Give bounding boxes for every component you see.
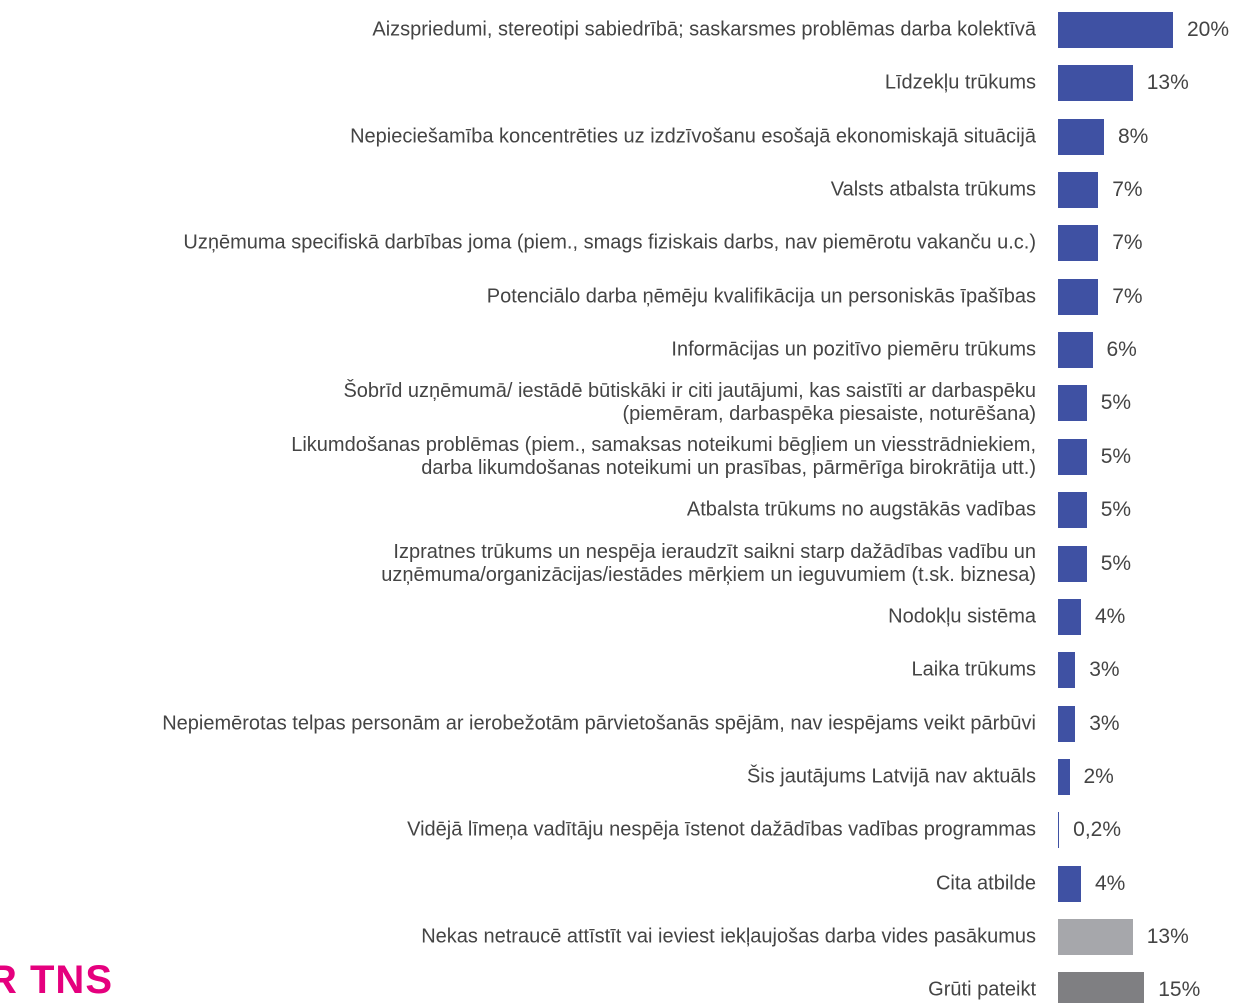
value-label: 15% xyxy=(1158,978,1201,1002)
bar xyxy=(1058,972,1145,1003)
value-label: 5% xyxy=(1100,391,1132,415)
value-label: 5% xyxy=(1100,551,1132,575)
bar xyxy=(1058,918,1133,955)
bar xyxy=(1058,332,1093,369)
category-label: Informācijas un pozitīvo piemēru trūkums xyxy=(671,338,1036,361)
category-label: Šobrīd uzņēmumā/ iestādē būtiskāki ir ci… xyxy=(343,380,1036,426)
value-label: 7% xyxy=(1112,178,1143,202)
bar xyxy=(1058,65,1133,102)
category-label: Nekas netraucē attīstīt vai ieviest iekļ… xyxy=(421,925,1036,948)
category-label: Potenciālo darba ņēmēju kvalifikācija un… xyxy=(486,285,1036,308)
bar xyxy=(1058,598,1081,635)
category-label: Šis jautājums Latvijā nav aktuāls xyxy=(746,765,1036,788)
value-label: 6% xyxy=(1106,338,1137,362)
value-label: 13% xyxy=(1146,924,1189,948)
bar xyxy=(1058,225,1099,262)
category-label: Līdzekļu trūkums xyxy=(884,71,1036,94)
value-label: 7% xyxy=(1112,231,1143,255)
category-label: Nodokļu sistēma xyxy=(888,605,1036,628)
value-label: 5% xyxy=(1100,444,1132,468)
value-label: 0,2% xyxy=(1073,818,1122,842)
value-label: 5% xyxy=(1100,498,1132,522)
category-label: Valsts atbalsta trūkums xyxy=(830,178,1036,201)
category-label: Cita atbilde xyxy=(935,872,1036,895)
bar xyxy=(1058,385,1087,422)
value-label: 20% xyxy=(1187,18,1230,41)
value-label: 4% xyxy=(1095,871,1126,895)
bar xyxy=(1058,438,1087,475)
bar xyxy=(1058,118,1104,155)
category-label: Grūti pateikt xyxy=(928,978,1036,1001)
bar xyxy=(1058,172,1099,209)
category-label: Laika trūkums xyxy=(911,658,1037,681)
category-label: Uzņēmuma specifiskā darbības joma (piem.… xyxy=(183,231,1036,254)
value-label: 7% xyxy=(1112,284,1143,308)
value-label: 3% xyxy=(1089,711,1120,735)
category-label: Aizspriedumi, stereotipi sabiedrībā; sas… xyxy=(372,18,1036,41)
bar xyxy=(1058,545,1087,582)
category-label: Likumdošanas problēmas (piem., samaksas … xyxy=(291,433,1036,479)
value-label: 3% xyxy=(1089,658,1120,682)
bar xyxy=(1058,278,1099,315)
bar xyxy=(1058,492,1087,529)
category-label: Izpratnes trūkums un nespēja ieraudzīt s… xyxy=(381,540,1036,586)
value-label: 13% xyxy=(1146,71,1189,95)
bar xyxy=(1058,865,1081,902)
bar xyxy=(1058,758,1070,795)
value-label: 4% xyxy=(1095,604,1126,628)
category-label: Nepieciešamība koncentrēties uz izdzīvoš… xyxy=(350,125,1036,148)
value-label: 2% xyxy=(1083,764,1114,788)
logo: R TNS xyxy=(0,958,113,1002)
category-label: Vidējā līmeņa vadītāju nespēja īstenot d… xyxy=(407,818,1036,841)
bar xyxy=(1058,812,1060,849)
bar xyxy=(1058,705,1076,742)
category-label: Nepiemērotas telpas personām ar ierobežo… xyxy=(162,712,1036,735)
category-label: Atbalsta trūkums no augstākās vadības xyxy=(686,498,1036,521)
bar xyxy=(1058,12,1173,48)
value-label: 8% xyxy=(1118,124,1149,148)
bar xyxy=(1058,652,1076,689)
